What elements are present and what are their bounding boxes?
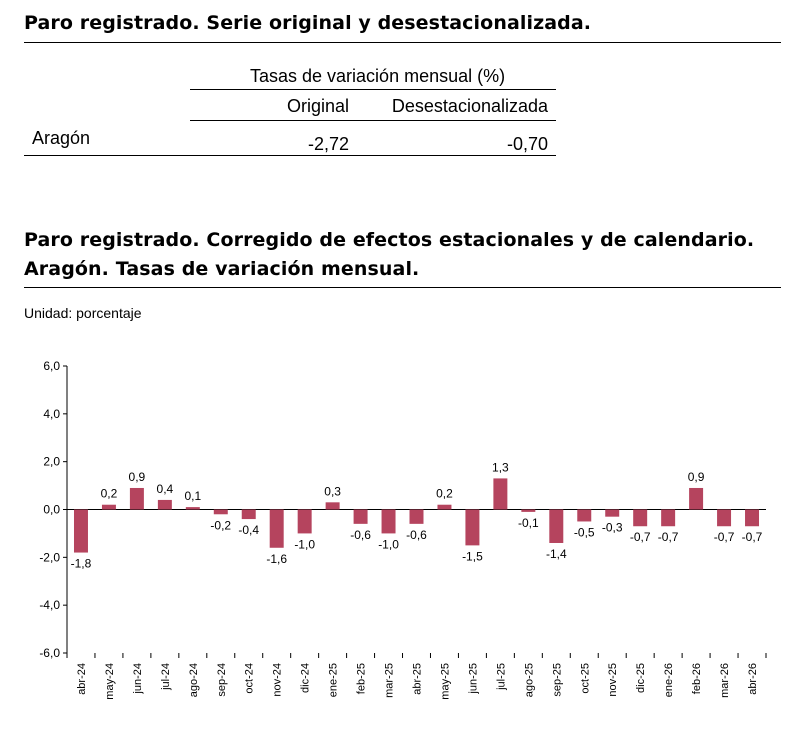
bar xyxy=(689,487,704,510)
data-label: -1,5 xyxy=(462,549,483,563)
bar xyxy=(101,504,116,510)
chart-title-line1: Paro registrado. Corregido de efectos es… xyxy=(24,229,755,251)
bar xyxy=(353,509,368,524)
data-label: -0,1 xyxy=(518,516,539,530)
data-label: 1,3 xyxy=(492,460,509,474)
bar xyxy=(717,509,732,527)
x-tick-label: abr-26 xyxy=(747,663,759,695)
bar xyxy=(157,499,172,510)
row-label-aragon: Aragón xyxy=(32,128,91,148)
group-header: Tasas de variación mensual (%) xyxy=(250,66,506,86)
col-header-original: Original xyxy=(286,96,349,116)
x-tick-label: feb-25 xyxy=(356,663,368,694)
x-tick-label: ene-25 xyxy=(328,663,340,697)
col-header-desestacionalizada: Desestacionalizada xyxy=(391,96,548,116)
data-label: -0,2 xyxy=(210,518,231,532)
bar xyxy=(325,502,340,510)
x-tick-label: abr-25 xyxy=(412,663,424,695)
col-header-rule xyxy=(190,120,556,121)
data-label: -1,4 xyxy=(546,547,567,561)
bar xyxy=(269,509,284,548)
bar xyxy=(745,509,760,527)
bar xyxy=(297,509,312,534)
data-label: -1,6 xyxy=(266,552,287,566)
bar xyxy=(465,509,480,546)
data-label: 0,2 xyxy=(101,487,118,501)
bar xyxy=(549,509,564,543)
y-tick-label: 2,0 xyxy=(43,455,60,469)
data-label: -1,8 xyxy=(71,557,92,571)
bar xyxy=(605,509,620,517)
x-tick-label: dic-25 xyxy=(635,663,647,693)
bar-chart: 6,0 4,0 2,0 0,0 -2,0 -4,0 -6,0 -1,8 abr-24 0,2 may… xyxy=(39,359,767,700)
x-tick-label: sep-24 xyxy=(216,663,228,697)
data-label: 0,9 xyxy=(688,470,705,484)
bar xyxy=(633,509,648,527)
x-tick-label: oct-25 xyxy=(579,663,591,694)
data-label: -0,6 xyxy=(350,528,371,542)
bar xyxy=(381,509,396,534)
bar xyxy=(577,509,592,522)
chart-title-rule xyxy=(24,287,781,288)
x-tick-label: mar-26 xyxy=(719,663,731,698)
bar xyxy=(493,478,508,510)
x-tick-label: dic-24 xyxy=(300,663,312,693)
y-tick-label: 4,0 xyxy=(43,407,60,421)
data-label: -0,7 xyxy=(630,530,651,544)
y-tick-label: -6,0 xyxy=(39,646,60,660)
table-title: Paro registrado. Serie original y desest… xyxy=(24,12,592,34)
data-label: -0,7 xyxy=(742,530,763,544)
bar xyxy=(185,507,200,510)
data-label: -1,0 xyxy=(378,537,399,551)
bar xyxy=(129,487,144,510)
data-label: -0,7 xyxy=(714,530,735,544)
y-tick-label: -2,0 xyxy=(39,550,60,564)
table-title-rule xyxy=(24,42,781,43)
x-tick-label: ago-25 xyxy=(523,663,535,697)
x-tick-label: jul-24 xyxy=(160,663,172,691)
x-tick-label: jul-25 xyxy=(495,663,507,691)
data-label: 0,4 xyxy=(157,482,174,496)
y-tick-label: 6,0 xyxy=(43,359,60,373)
group-header-rule xyxy=(190,89,556,90)
bar xyxy=(213,509,228,515)
data-label: 0,2 xyxy=(436,487,453,501)
data-label: 0,9 xyxy=(129,470,146,484)
data-label: 0,1 xyxy=(184,489,201,503)
x-tick-label: feb-26 xyxy=(691,663,703,694)
bar xyxy=(409,509,424,524)
data-label: 0,3 xyxy=(324,484,341,498)
unit-label: Unidad: porcentaje xyxy=(24,305,142,321)
data-label: -0,7 xyxy=(658,530,679,544)
x-tick-label: ene-26 xyxy=(663,663,675,697)
x-tick-label: ago-24 xyxy=(188,663,200,697)
bar xyxy=(521,509,536,512)
data-label: -0,5 xyxy=(574,525,595,539)
x-tick-label: nov-25 xyxy=(607,663,619,697)
y-tick-label: -4,0 xyxy=(39,598,60,612)
data-label: -1,0 xyxy=(294,537,315,551)
x-tick-label: may-24 xyxy=(104,663,116,700)
x-tick-label: mar-25 xyxy=(384,663,396,698)
bar xyxy=(73,509,88,553)
table-bottom-rule xyxy=(24,155,556,156)
bar xyxy=(661,509,676,527)
bar xyxy=(437,504,452,510)
data-label: -0,3 xyxy=(602,521,623,535)
x-tick-label: nov-24 xyxy=(272,663,284,697)
data-label: -0,6 xyxy=(406,528,427,542)
bar xyxy=(241,509,256,520)
x-tick-label: may-25 xyxy=(439,663,451,700)
x-tick-label: sep-25 xyxy=(551,663,563,697)
x-tick-label: jun-25 xyxy=(467,663,479,695)
x-tick-label: oct-24 xyxy=(244,663,256,694)
chart-title-line2: Aragón. Tasas de variación mensual. xyxy=(24,258,420,280)
data-label: -0,4 xyxy=(238,523,259,537)
row-value-desestacionalizada: -0,70 xyxy=(506,134,548,154)
y-tick-label: 0,0 xyxy=(43,503,60,517)
x-tick-label: jun-24 xyxy=(132,663,144,695)
row-value-original: -2,72 xyxy=(307,134,349,154)
x-tick-label: abr-24 xyxy=(76,663,88,695)
